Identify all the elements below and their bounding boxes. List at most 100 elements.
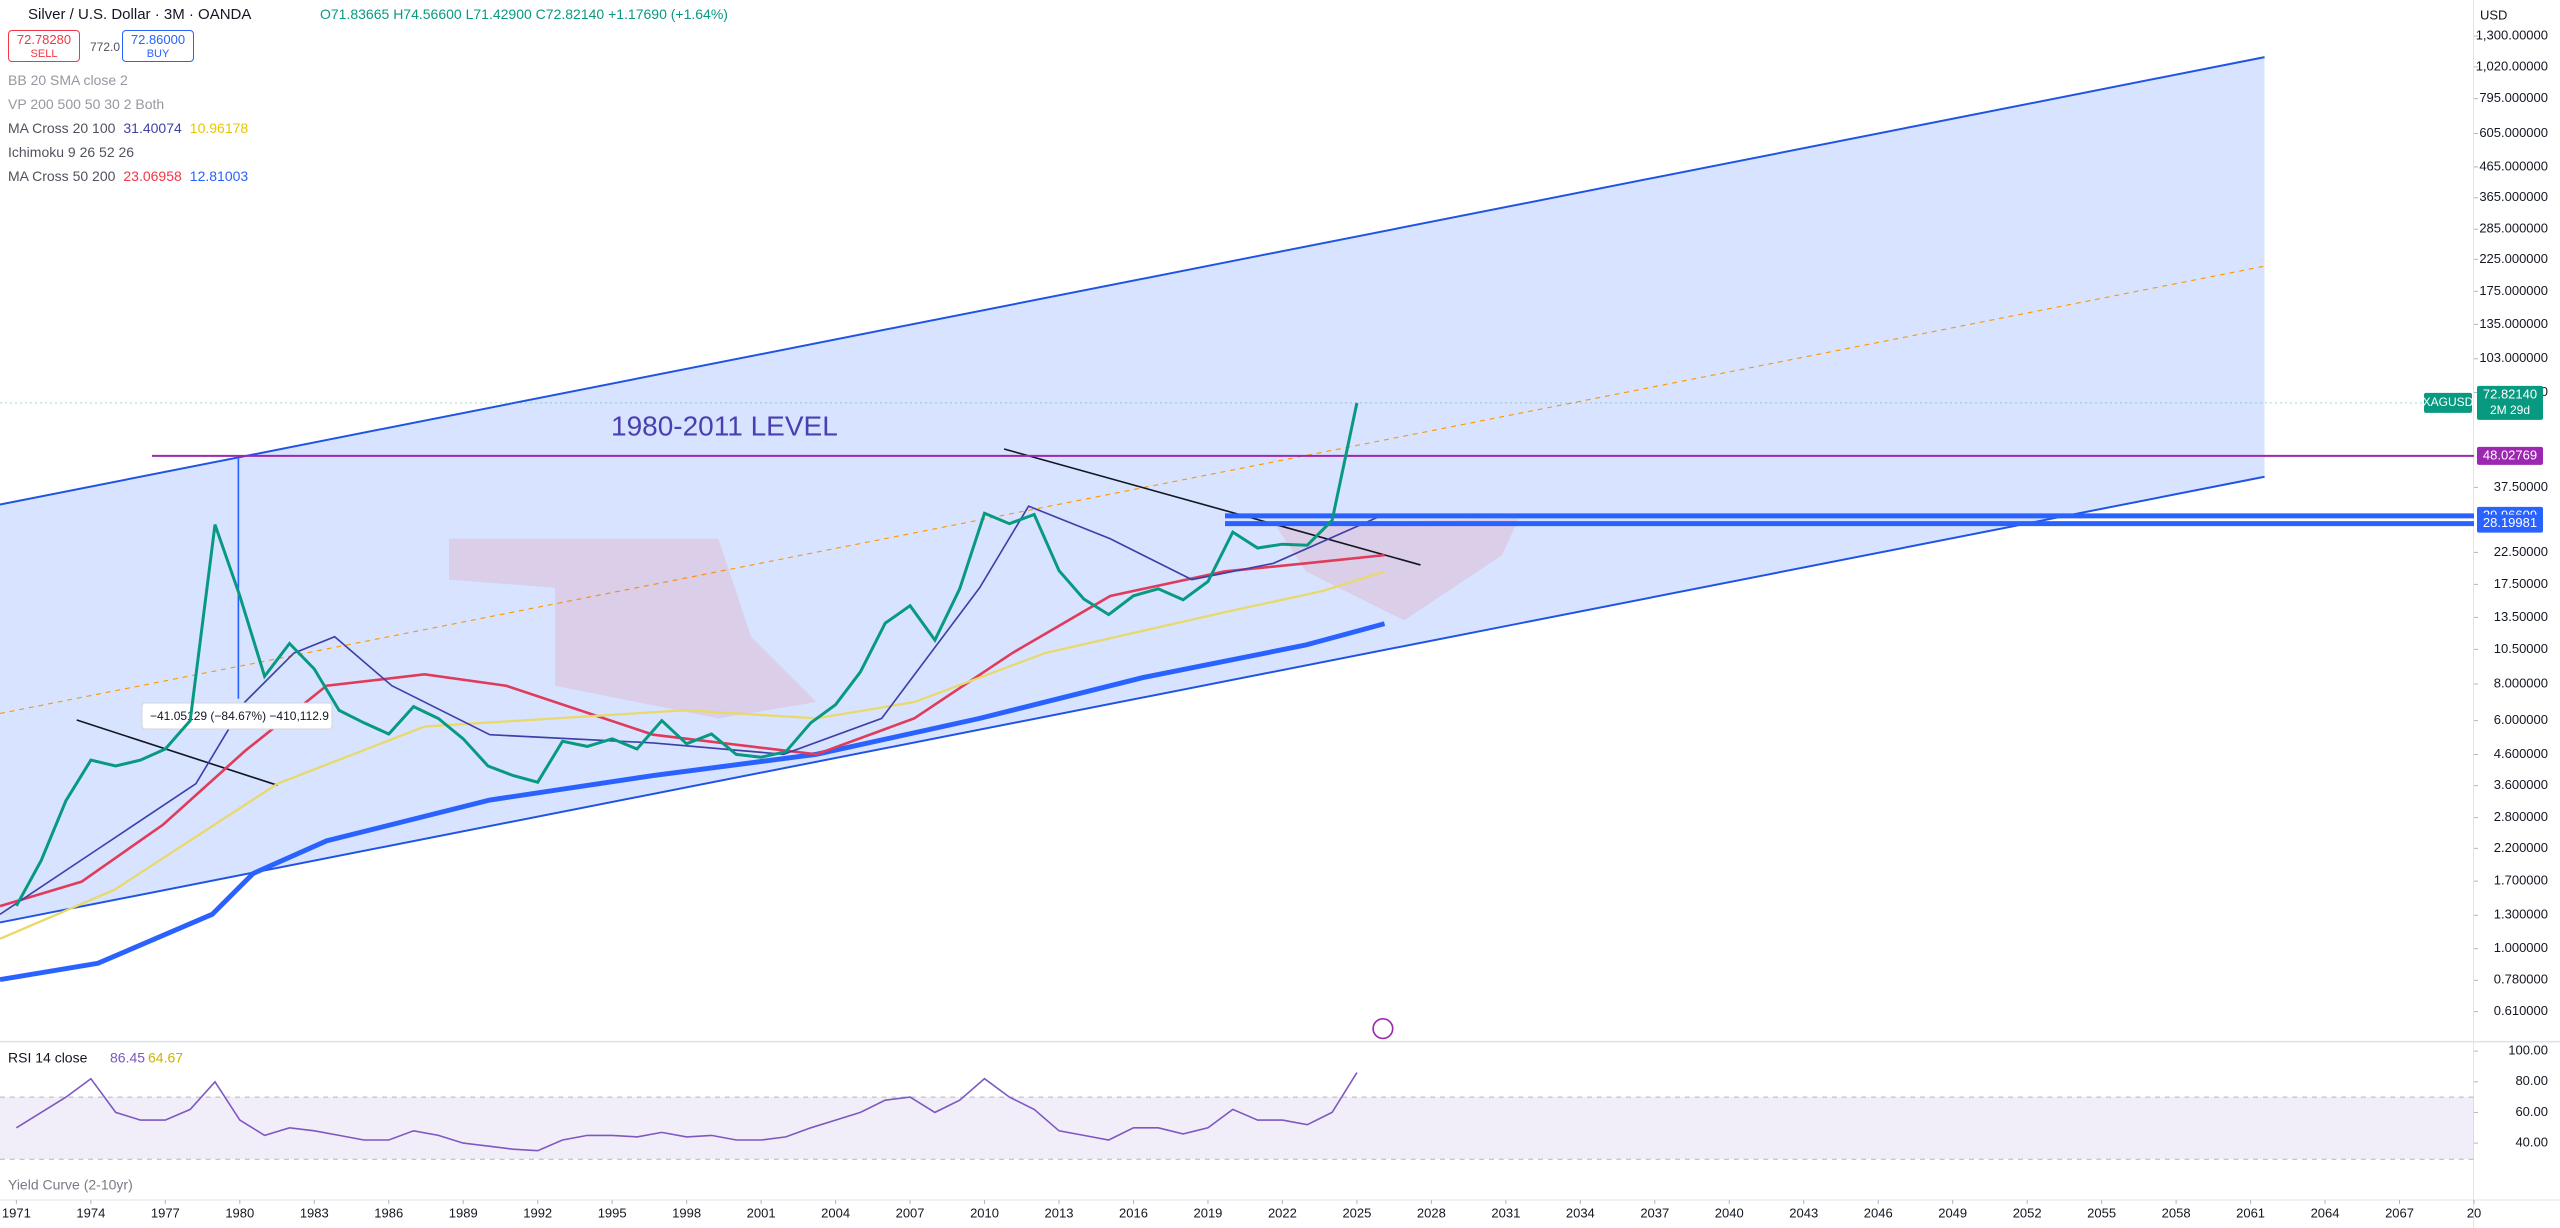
indicator[interactable]: VP 200 500 50 30 2 Both bbox=[8, 96, 164, 112]
y-tick-label: 13.50000 bbox=[2494, 609, 2548, 624]
y-tick-label: 10.50000 bbox=[2494, 641, 2548, 656]
yield-curve-label: Yield Curve (2-10yr) bbox=[8, 1177, 133, 1193]
y-tick-label: 1.700000 bbox=[2494, 873, 2548, 888]
level-badge bbox=[2477, 446, 2543, 465]
x-tick-label: 1983 bbox=[300, 1205, 329, 1220]
trendline bbox=[1003, 448, 1421, 566]
measure-label: −41.05129 (−84.67%) −410,112.9 bbox=[150, 709, 329, 723]
x-tick-label: 1971 bbox=[2, 1205, 31, 1220]
ma-200 bbox=[0, 621, 1386, 983]
level-badge bbox=[2477, 514, 2543, 533]
x-tick-label: 1986 bbox=[374, 1205, 403, 1220]
lightning-icon bbox=[1372, 1017, 1394, 1040]
y-tick-label: 1.300000 bbox=[2494, 907, 2548, 922]
x-tick-label: 2049 bbox=[1938, 1205, 1967, 1220]
annotation: 1980-2011 LEVEL bbox=[611, 410, 838, 441]
x-tick-label: 20 bbox=[2467, 1205, 2481, 1220]
rsi-band bbox=[0, 1097, 2474, 1160]
rsi-readout: 64.67 bbox=[148, 1050, 183, 1066]
x-tick-label: 2046 bbox=[1864, 1205, 1893, 1220]
indicator-name: MA Cross 50 200 bbox=[8, 168, 116, 184]
y-tick-label: 6.000000 bbox=[2494, 712, 2548, 727]
y-tick-label: 2.200000 bbox=[2494, 840, 2548, 855]
x-tick-label: 2025 bbox=[1342, 1205, 1371, 1220]
level-label: 28.19981 bbox=[2483, 515, 2537, 530]
x-tick-label: 1995 bbox=[598, 1205, 627, 1220]
y-tick-label: 135.000000 bbox=[2479, 316, 2548, 331]
ma-100 bbox=[0, 553, 1385, 908]
x-tick-label: 2004 bbox=[821, 1205, 850, 1220]
indicator[interactable]: MA Cross 20 100 31.40074 10.96178 bbox=[8, 120, 248, 136]
y-tick-label: 0.610000 bbox=[2494, 1003, 2548, 1018]
x-tick-label: 2037 bbox=[1640, 1205, 1669, 1220]
y-tick-label: 465.000000 bbox=[2479, 158, 2548, 173]
y-tick-label: 285.000000 bbox=[2479, 221, 2548, 236]
trendline bbox=[76, 719, 278, 787]
channel-bottom bbox=[0, 475, 2265, 924]
x-tick-label: 1998 bbox=[672, 1205, 701, 1220]
sell-label: SELL bbox=[30, 48, 58, 60]
x-tick-label: 2028 bbox=[1417, 1205, 1446, 1220]
symbol-title: Silver / U.S. Dollar · 3M · OANDA bbox=[28, 6, 252, 23]
indicator-name: Ichimoku 9 26 52 26 bbox=[8, 144, 135, 160]
indicator-value: 31.40074 bbox=[123, 120, 182, 136]
x-tick-label: 1992 bbox=[523, 1205, 552, 1220]
x-tick-label: 2043 bbox=[1789, 1205, 1818, 1220]
indicator[interactable]: Ichimoku 9 26 52 26 bbox=[8, 144, 134, 160]
ohlc: O71.83665 H74.56600 L71.42900 C72.82140 … bbox=[320, 6, 728, 22]
ohlc-close: C72.82140 bbox=[535, 6, 605, 22]
indicator[interactable]: MA Cross 50 200 23.06958 12.81003 bbox=[8, 168, 248, 184]
y-tick-label: 225.000000 bbox=[2479, 251, 2548, 266]
countdown-label: 2M 29d bbox=[2490, 403, 2530, 417]
y-tick-label: 0.780000 bbox=[2494, 972, 2548, 987]
rsi-tick-label: 100.00 bbox=[2508, 1043, 2548, 1058]
y-tick-label: 8.000000 bbox=[2494, 675, 2548, 690]
indicator-value: 10.96178 bbox=[189, 120, 249, 136]
x-tick-label: 2058 bbox=[2162, 1205, 2191, 1220]
rsi-tick-label: 80.00 bbox=[2515, 1073, 2548, 1088]
channel-mid bbox=[0, 265, 2265, 715]
x-tick-label: 2001 bbox=[747, 1205, 776, 1220]
y-tick-label: 2.800000 bbox=[2494, 809, 2548, 824]
y-tick-label: 3.600000 bbox=[2494, 777, 2548, 792]
indicator-name: VP 200 500 50 30 2 Both bbox=[8, 96, 165, 112]
x-tick-label: 2055 bbox=[2087, 1205, 2116, 1220]
x-tick-label: 1977 bbox=[151, 1205, 180, 1220]
x-tick-label: 2007 bbox=[896, 1205, 925, 1220]
buy-label: BUY bbox=[146, 48, 170, 60]
ichimoku-cloud bbox=[1273, 519, 1519, 621]
y-tick-label: 17.50000 bbox=[2494, 576, 2548, 591]
price-line bbox=[15, 1072, 1358, 1152]
ohlc-low: L71.42900 bbox=[465, 6, 532, 22]
sell-button[interactable]: 72.78280 SELL bbox=[8, 30, 80, 62]
indicator[interactable]: BB 20 SMA close 2 bbox=[8, 72, 128, 88]
y-tick-label: 4.600000 bbox=[2494, 746, 2548, 761]
channel-top bbox=[0, 56, 2265, 506]
x-tick-label: 2052 bbox=[2013, 1205, 2042, 1220]
y-tick-label: 605.000000 bbox=[2479, 125, 2548, 140]
x-tick-label: 2061 bbox=[2236, 1205, 2265, 1220]
x-tick-label: 2031 bbox=[1491, 1205, 1520, 1220]
indicator-value: 23.06958 bbox=[123, 168, 182, 184]
x-tick-label: 2064 bbox=[2311, 1205, 2340, 1220]
ichimoku-cloud bbox=[448, 538, 817, 719]
sell-price: 72.78280 bbox=[16, 32, 72, 47]
rsi-title: RSI 14 close bbox=[8, 1050, 88, 1066]
x-tick-label: 1974 bbox=[76, 1205, 105, 1220]
indicator-name: BB 20 SMA close 2 bbox=[8, 72, 128, 88]
y-tick-label: 795.000000 bbox=[2479, 90, 2548, 105]
ohlc-high: H74.56600 bbox=[393, 6, 462, 22]
y-tick-label: 37.50000 bbox=[2494, 479, 2548, 494]
buy-button[interactable]: 72.86000 BUY bbox=[122, 30, 194, 62]
x-tick-label: 2013 bbox=[1045, 1205, 1074, 1220]
price-line bbox=[15, 402, 1359, 907]
symbol-label: XAGUSD bbox=[2423, 395, 2474, 409]
spread: 772.0 bbox=[90, 40, 121, 54]
x-tick-label: 2022 bbox=[1268, 1205, 1297, 1220]
x-tick-label: 2067 bbox=[2385, 1205, 2414, 1220]
y-tick-label: 103.000000 bbox=[2479, 350, 2548, 365]
currency: USD bbox=[2480, 7, 2507, 22]
